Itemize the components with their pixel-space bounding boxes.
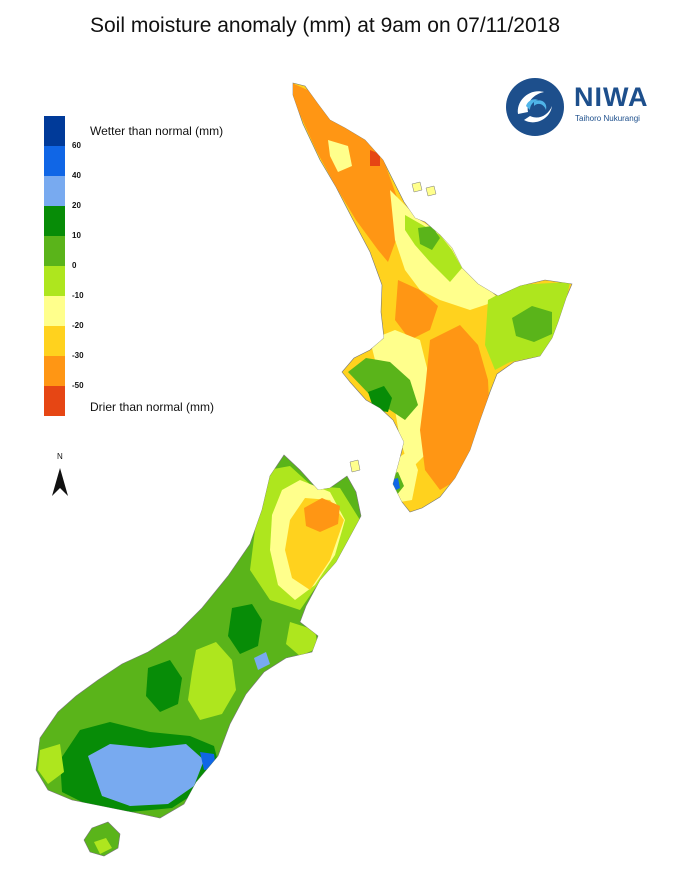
legend-tick: 20: [72, 201, 81, 210]
legend-wetter-label: Wetter than normal (mm): [90, 124, 224, 138]
legend-swatch: [44, 146, 65, 176]
legend-swatch: [44, 236, 65, 266]
niwa-wordmark: NIWA: [574, 82, 649, 112]
legend-swatch: [44, 326, 65, 356]
legend-swatch: [44, 266, 65, 296]
stewart-island: [83, 821, 121, 857]
legend-swatch: [44, 356, 65, 386]
north-arrow: N: [50, 452, 70, 502]
legend-tick: 40: [72, 171, 81, 180]
legend-tick: -20: [72, 321, 84, 330]
niwa-logo: NIWA Taihoro Nukurangi: [504, 76, 664, 136]
niwa-tagline: Taihoro Nukurangi: [575, 114, 640, 123]
offshore-islands: [349, 181, 437, 473]
legend: 60 40 20 10 0 -10 -20 -30 -50 Wetter tha…: [44, 116, 304, 421]
legend-swatch: [44, 206, 65, 236]
south-island: [35, 454, 362, 819]
north-label: N: [57, 452, 63, 461]
legend-tick: -50: [72, 381, 84, 390]
legend-tick: 0: [72, 261, 77, 270]
legend-drier-label: Drier than normal (mm): [90, 400, 215, 414]
north-island: [292, 82, 573, 513]
legend-tick: -10: [72, 291, 84, 300]
north-arrow-icon: [52, 468, 68, 496]
niwa-swirl-icon: [506, 78, 564, 136]
legend-swatch: [44, 386, 65, 416]
legend-swatch: [44, 296, 65, 326]
legend-tick: -30: [72, 351, 84, 360]
legend-tick: 60: [72, 141, 81, 150]
legend-swatch: [44, 176, 65, 206]
legend-swatch: [44, 116, 65, 146]
map-title: Soil moisture anomaly (mm) at 9am on 07/…: [90, 14, 560, 37]
legend-tick: 10: [72, 231, 81, 240]
